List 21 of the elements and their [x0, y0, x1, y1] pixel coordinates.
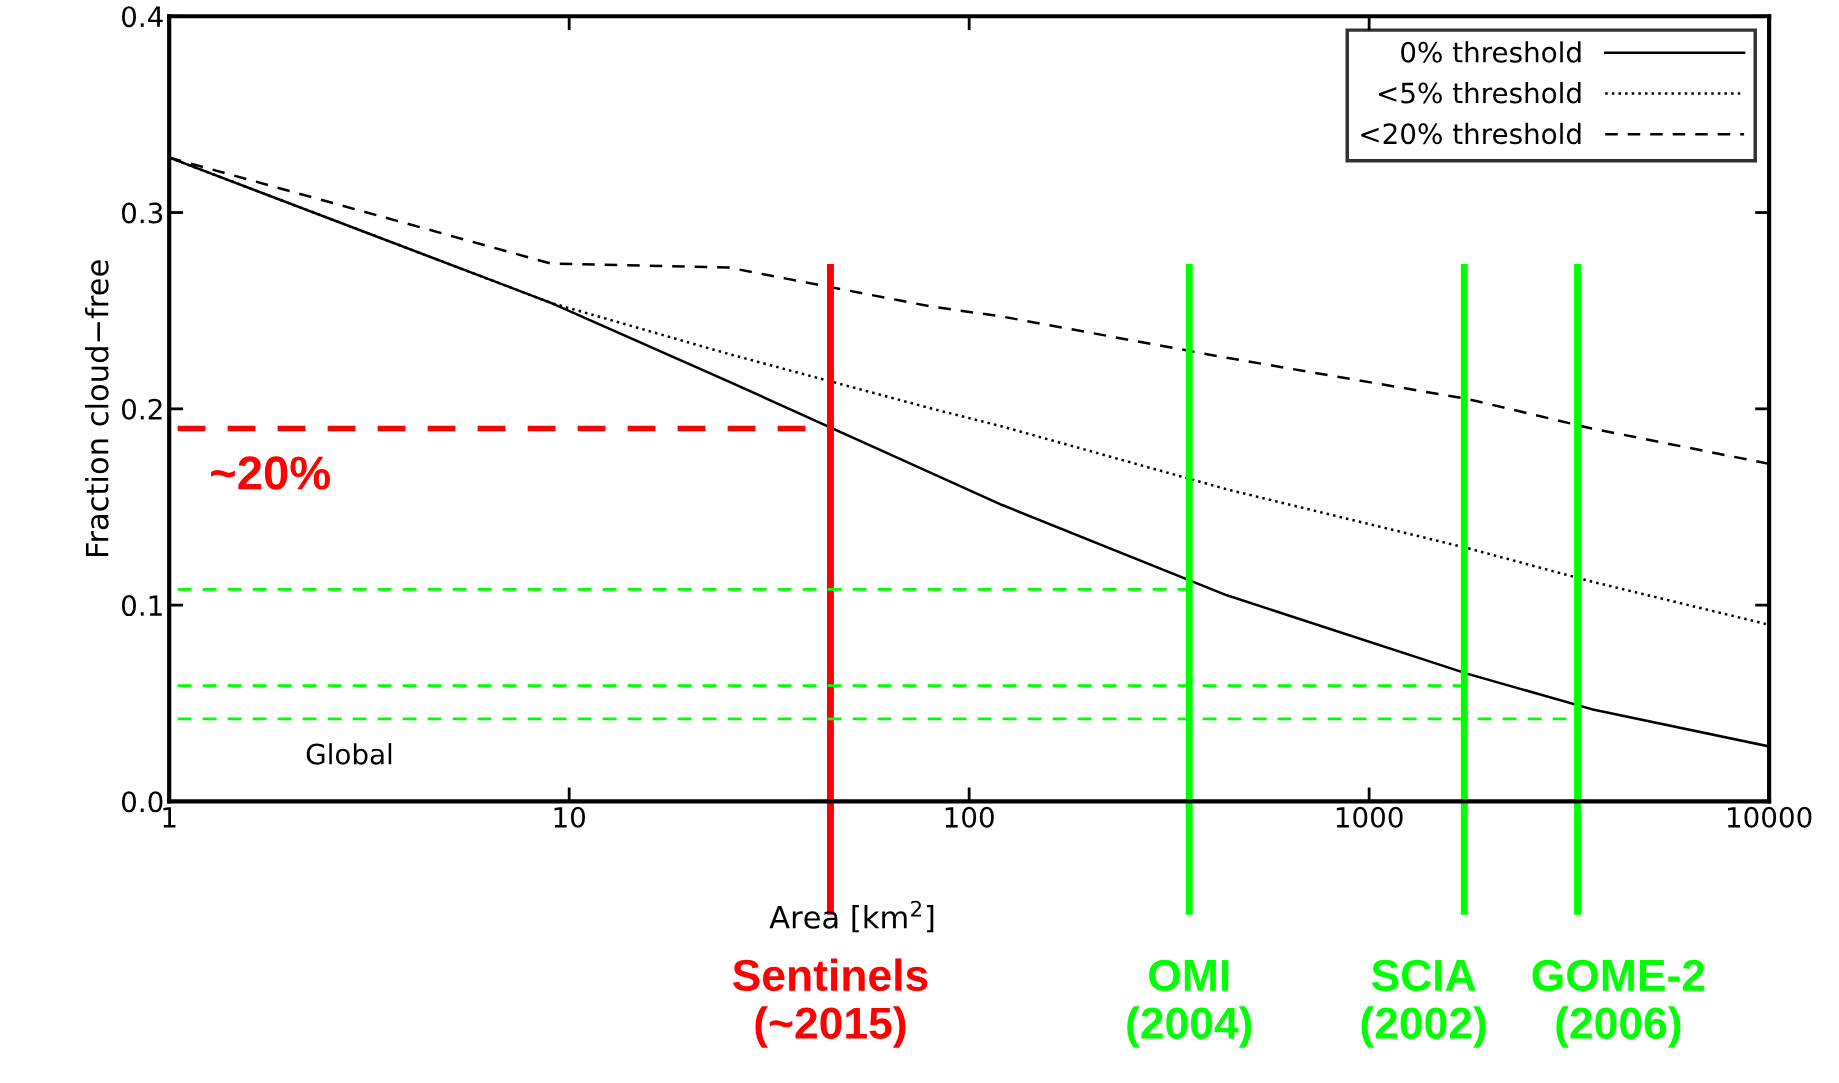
legend-label: 0% threshold: [1401, 41, 1581, 63]
x-tick-label: 1000: [1336, 806, 1403, 828]
legend-label: <20% threshold: [1361, 122, 1581, 145]
x-axis-title: Area [km$^{2}$]: [769, 900, 934, 933]
ref-line-label: GOME-2 (2006): [1532, 959, 1705, 1048]
y-tick-label: 0.3: [121, 202, 163, 224]
y-tick-label: 0.0: [121, 791, 163, 813]
y-tick-label: 0.1: [121, 595, 162, 617]
y-axis-title: Fraction cloud−free: [85, 260, 109, 556]
y-tick-label: 0.4: [121, 6, 163, 28]
ref-line-label: OMI (2004): [1127, 959, 1252, 1048]
x-tick-label: 10000: [1727, 806, 1812, 828]
ref-line-label: SCIA (2002): [1361, 959, 1486, 1048]
annotation: Global: [306, 743, 392, 765]
legend-label: <5% threshold: [1378, 82, 1581, 104]
annotation: ~20%: [211, 456, 331, 490]
x-tick-label: 1: [163, 807, 176, 828]
x-tick-label: 10: [554, 806, 585, 828]
y-tick-label: 0.2: [121, 398, 162, 420]
x-tick-label: 100: [945, 806, 994, 828]
ref-line-label: Sentinels (~2015): [732, 958, 928, 1048]
